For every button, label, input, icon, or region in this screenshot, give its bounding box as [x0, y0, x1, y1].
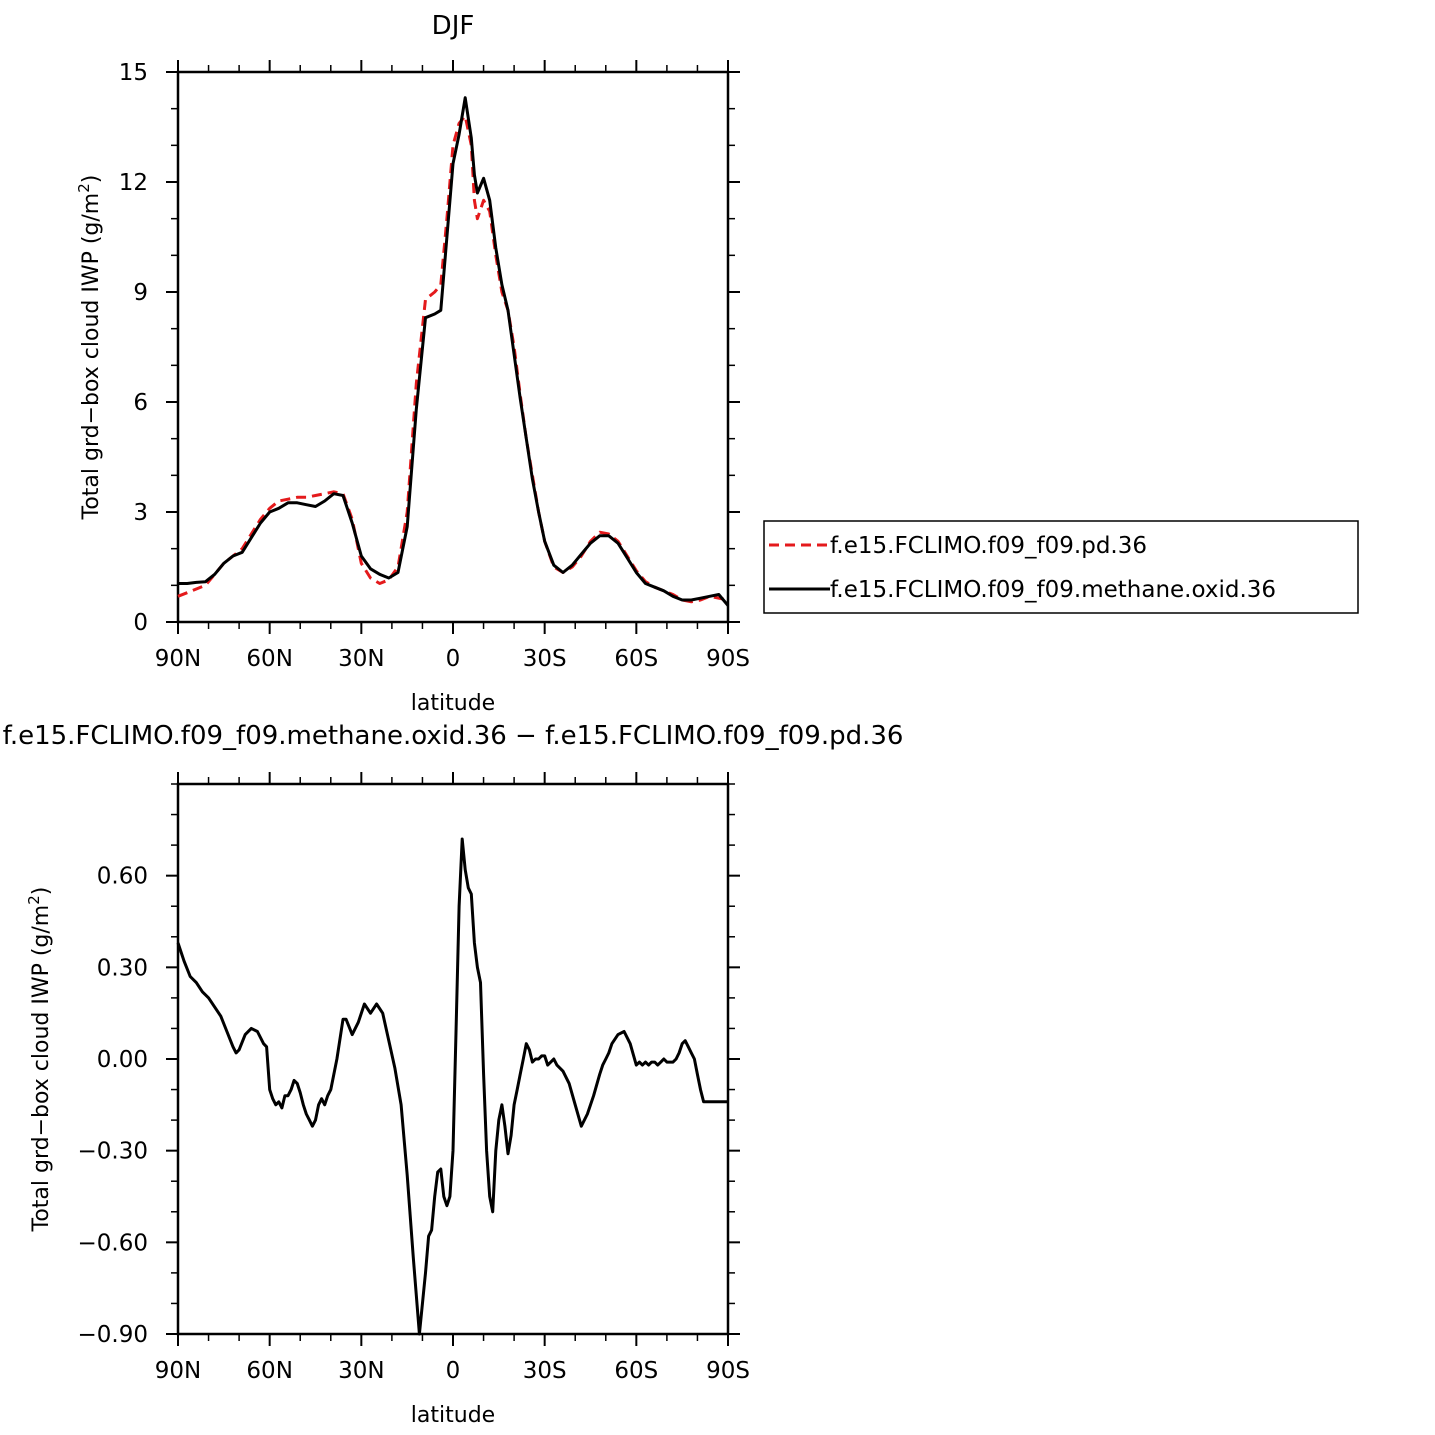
x-tick-label: 90S	[706, 1358, 750, 1384]
x-tick-label: 90S	[706, 646, 750, 672]
plot-frame	[176, 782, 730, 1336]
y-axis-label: Total grd−box cloud IWP (g/m2)	[25, 887, 54, 1233]
y-axis-label-sup: 2	[75, 183, 93, 193]
y-tick-label: 15	[119, 60, 148, 86]
y-tick-label: −0.30	[78, 1139, 148, 1165]
top-chart-title: DJF	[432, 11, 475, 41]
y-tick-label: 12	[119, 170, 148, 196]
y-tick-label: 0.30	[97, 955, 148, 981]
y-axis-label-close: )	[79, 175, 104, 184]
x-tick-label: 30S	[523, 1358, 567, 1384]
x-tick-label: 0	[446, 646, 461, 672]
y-tick-label: 0	[133, 610, 148, 636]
bottom-chart-title: f.e15.FCLIMO.f09_f09.methane.oxid.36 − f…	[3, 721, 904, 751]
series-line-methane	[178, 96, 730, 607]
x-tick-label: 60S	[614, 1358, 658, 1384]
y-axis-label-text: Total grd−box cloud IWP (g/m	[79, 193, 104, 521]
y-axis-label: Total grd−box cloud IWP (g/m2)	[75, 175, 104, 521]
legend-box	[763, 520, 1359, 614]
y-tick-label: −0.90	[78, 1322, 148, 1348]
y-axis-label-close: )	[29, 887, 54, 896]
y-tick-label: 9	[133, 280, 148, 306]
x-axis-label: latitude	[411, 1403, 495, 1428]
x-axis-label: latitude	[411, 691, 495, 716]
bottom-panel: 90N 60N 30N 0 30S 60S 90S −0.90 −0.60 −0.30 0.00 0.…	[25, 772, 750, 1428]
y-tick-label: −0.60	[78, 1230, 148, 1256]
series-line-methane	[176, 837, 728, 1336]
y-axis-label-sup: 2	[25, 895, 43, 905]
y-axis-label-text: Total grd−box cloud IWP (g/m	[29, 905, 54, 1233]
x-tick-label: 90N	[155, 646, 201, 672]
x-tick-label: 60N	[246, 1358, 292, 1384]
y-tick-label: 6	[133, 390, 148, 416]
series-line-pd	[177, 114, 729, 604]
y-tick-label: 0.00	[97, 1047, 148, 1073]
legend-label-pd: f.e15.FCLIMO.f09_f09.pd.36	[830, 533, 1147, 559]
x-tick-label: 60S	[614, 646, 658, 672]
x-tick-label: 0	[446, 1358, 461, 1384]
legend: f.e15.FCLIMO.f09_f09.pd.36 f.e15.FCLIMO.…	[763, 520, 1359, 614]
top-panel: 90N 60N 30N 0 30S 60S 90S 0 3 6 9 12 15 latitude Total…	[75, 60, 750, 716]
y-tick-label: 0.60	[97, 864, 148, 890]
x-tick-label: 90N	[155, 1358, 201, 1384]
x-tick-label: 60N	[246, 646, 292, 672]
y-tick-label: 3	[133, 500, 148, 526]
x-tick-label: 30N	[338, 646, 384, 672]
legend-label-methane: f.e15.FCLIMO.f09_f09.methane.oxid.36	[830, 577, 1276, 603]
x-tick-label: 30N	[338, 1358, 384, 1384]
x-tick-label: 30S	[523, 646, 567, 672]
